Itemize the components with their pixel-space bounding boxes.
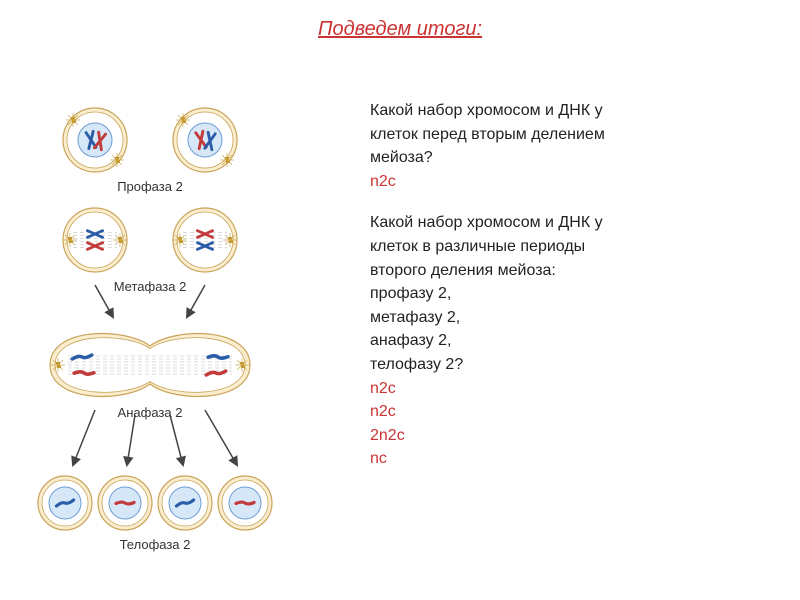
q1-line: мейоза? xyxy=(370,147,770,169)
q1-line: клеток перед вторым делением xyxy=(370,124,770,146)
q2-line: телофазу 2? xyxy=(370,354,770,376)
label-metaphase: Метафаза 2 xyxy=(35,279,265,294)
q1-line: Какой набор хромосом и ДНК у xyxy=(370,100,770,122)
page-title: Подведем итоги: xyxy=(0,18,800,41)
answer-1: n2c xyxy=(370,171,770,193)
q2-line: анафазу 2, xyxy=(370,330,770,352)
question-text: Какой набор хромосом и ДНК у клеток пере… xyxy=(370,100,770,472)
q2-line: Какой набор хромосом и ДНК у xyxy=(370,212,770,234)
answer-2-2: n2c xyxy=(370,401,770,423)
q2-line: второго деления мейоза: xyxy=(370,260,770,282)
label-telophase: Телофаза 2 xyxy=(35,537,275,552)
q2-line: клеток в различные периоды xyxy=(370,236,770,258)
label-anaphase: Анафаза 2 xyxy=(35,405,265,420)
meiosis-diagram: Профаза 2 Метафаза 2 Анафаза 2 Телофаза … xyxy=(35,105,335,575)
q2-line: метафазу 2, xyxy=(370,307,770,329)
label-prophase: Профаза 2 xyxy=(35,179,265,194)
answer-2-3: 2n2c xyxy=(370,425,770,447)
answer-2-4: nc xyxy=(370,448,770,470)
q2-line: профазу 2, xyxy=(370,283,770,305)
answer-2-1: n2c xyxy=(370,378,770,400)
